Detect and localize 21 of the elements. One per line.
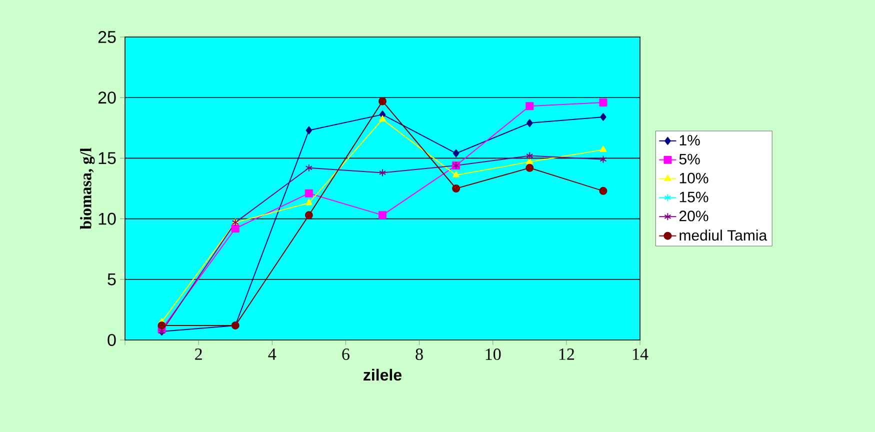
legend-label: 1% (680, 134, 700, 146)
x-tick-label: 4 (268, 348, 276, 360)
x-tick-label: 12 (559, 348, 574, 360)
legend-label: mediul Tamia (680, 230, 768, 241)
legend-label: 20% (679, 210, 708, 222)
x-tick-label: 8 (416, 348, 423, 360)
legend-label: 10% (680, 172, 708, 184)
legend-label: 5% (679, 154, 700, 164)
y-tick-label: 15 (98, 152, 116, 164)
y-axis-title: biomasa, g/l (80, 148, 95, 230)
x-axis-title: zilele (364, 368, 402, 381)
y-tick-label: 25 (98, 30, 116, 44)
y-tick-label: 10 (98, 212, 116, 225)
y-tick-label: 0 (108, 334, 116, 346)
y-tick-label: 5 (108, 273, 116, 286)
y-tick-label: 20 (98, 92, 116, 104)
x-tick-label: 6 (342, 348, 350, 360)
x-tick-label: 14 (632, 348, 648, 360)
x-tick-label: 2 (195, 348, 202, 360)
legend-label: 15% (680, 192, 708, 202)
x-tick-label: 10 (486, 348, 501, 360)
